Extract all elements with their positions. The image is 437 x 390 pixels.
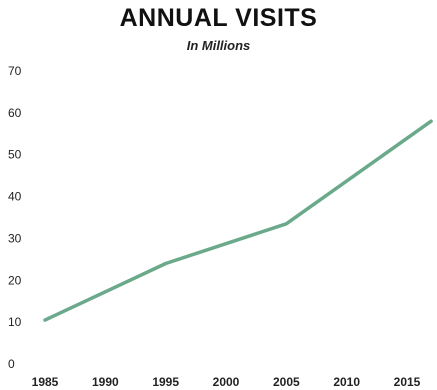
- y-tick-label: 60: [8, 106, 22, 120]
- chart-title: ANNUAL VISITS: [119, 4, 318, 32]
- x-tick-label: 2015: [394, 375, 421, 389]
- y-tick-label: 40: [8, 190, 22, 204]
- y-tick-label: 20: [8, 273, 22, 287]
- y-tick-label: 30: [8, 231, 22, 245]
- y-tick-label: 70: [8, 64, 22, 78]
- x-tick-label: 1985: [32, 375, 59, 389]
- y-tick-label: 50: [8, 148, 22, 162]
- x-tick-label: 2000: [213, 375, 240, 389]
- y-axis-ticks: 0 10 20 30 40 50 60 70: [8, 64, 22, 371]
- x-axis-ticks: 1985 1990 1995 2000 2005 2010 2015: [32, 375, 421, 389]
- series-line: [43, 119, 433, 322]
- chart-subtitle: In Millions: [186, 38, 251, 53]
- x-tick-label: 2005: [273, 375, 300, 389]
- y-tick-label: 0: [8, 357, 15, 371]
- x-tick-label: 1995: [152, 375, 179, 389]
- x-tick-label: 1990: [92, 375, 119, 389]
- y-tick-label: 10: [8, 315, 22, 329]
- series-layer: [43, 119, 433, 322]
- x-tick-label: 2010: [333, 375, 360, 389]
